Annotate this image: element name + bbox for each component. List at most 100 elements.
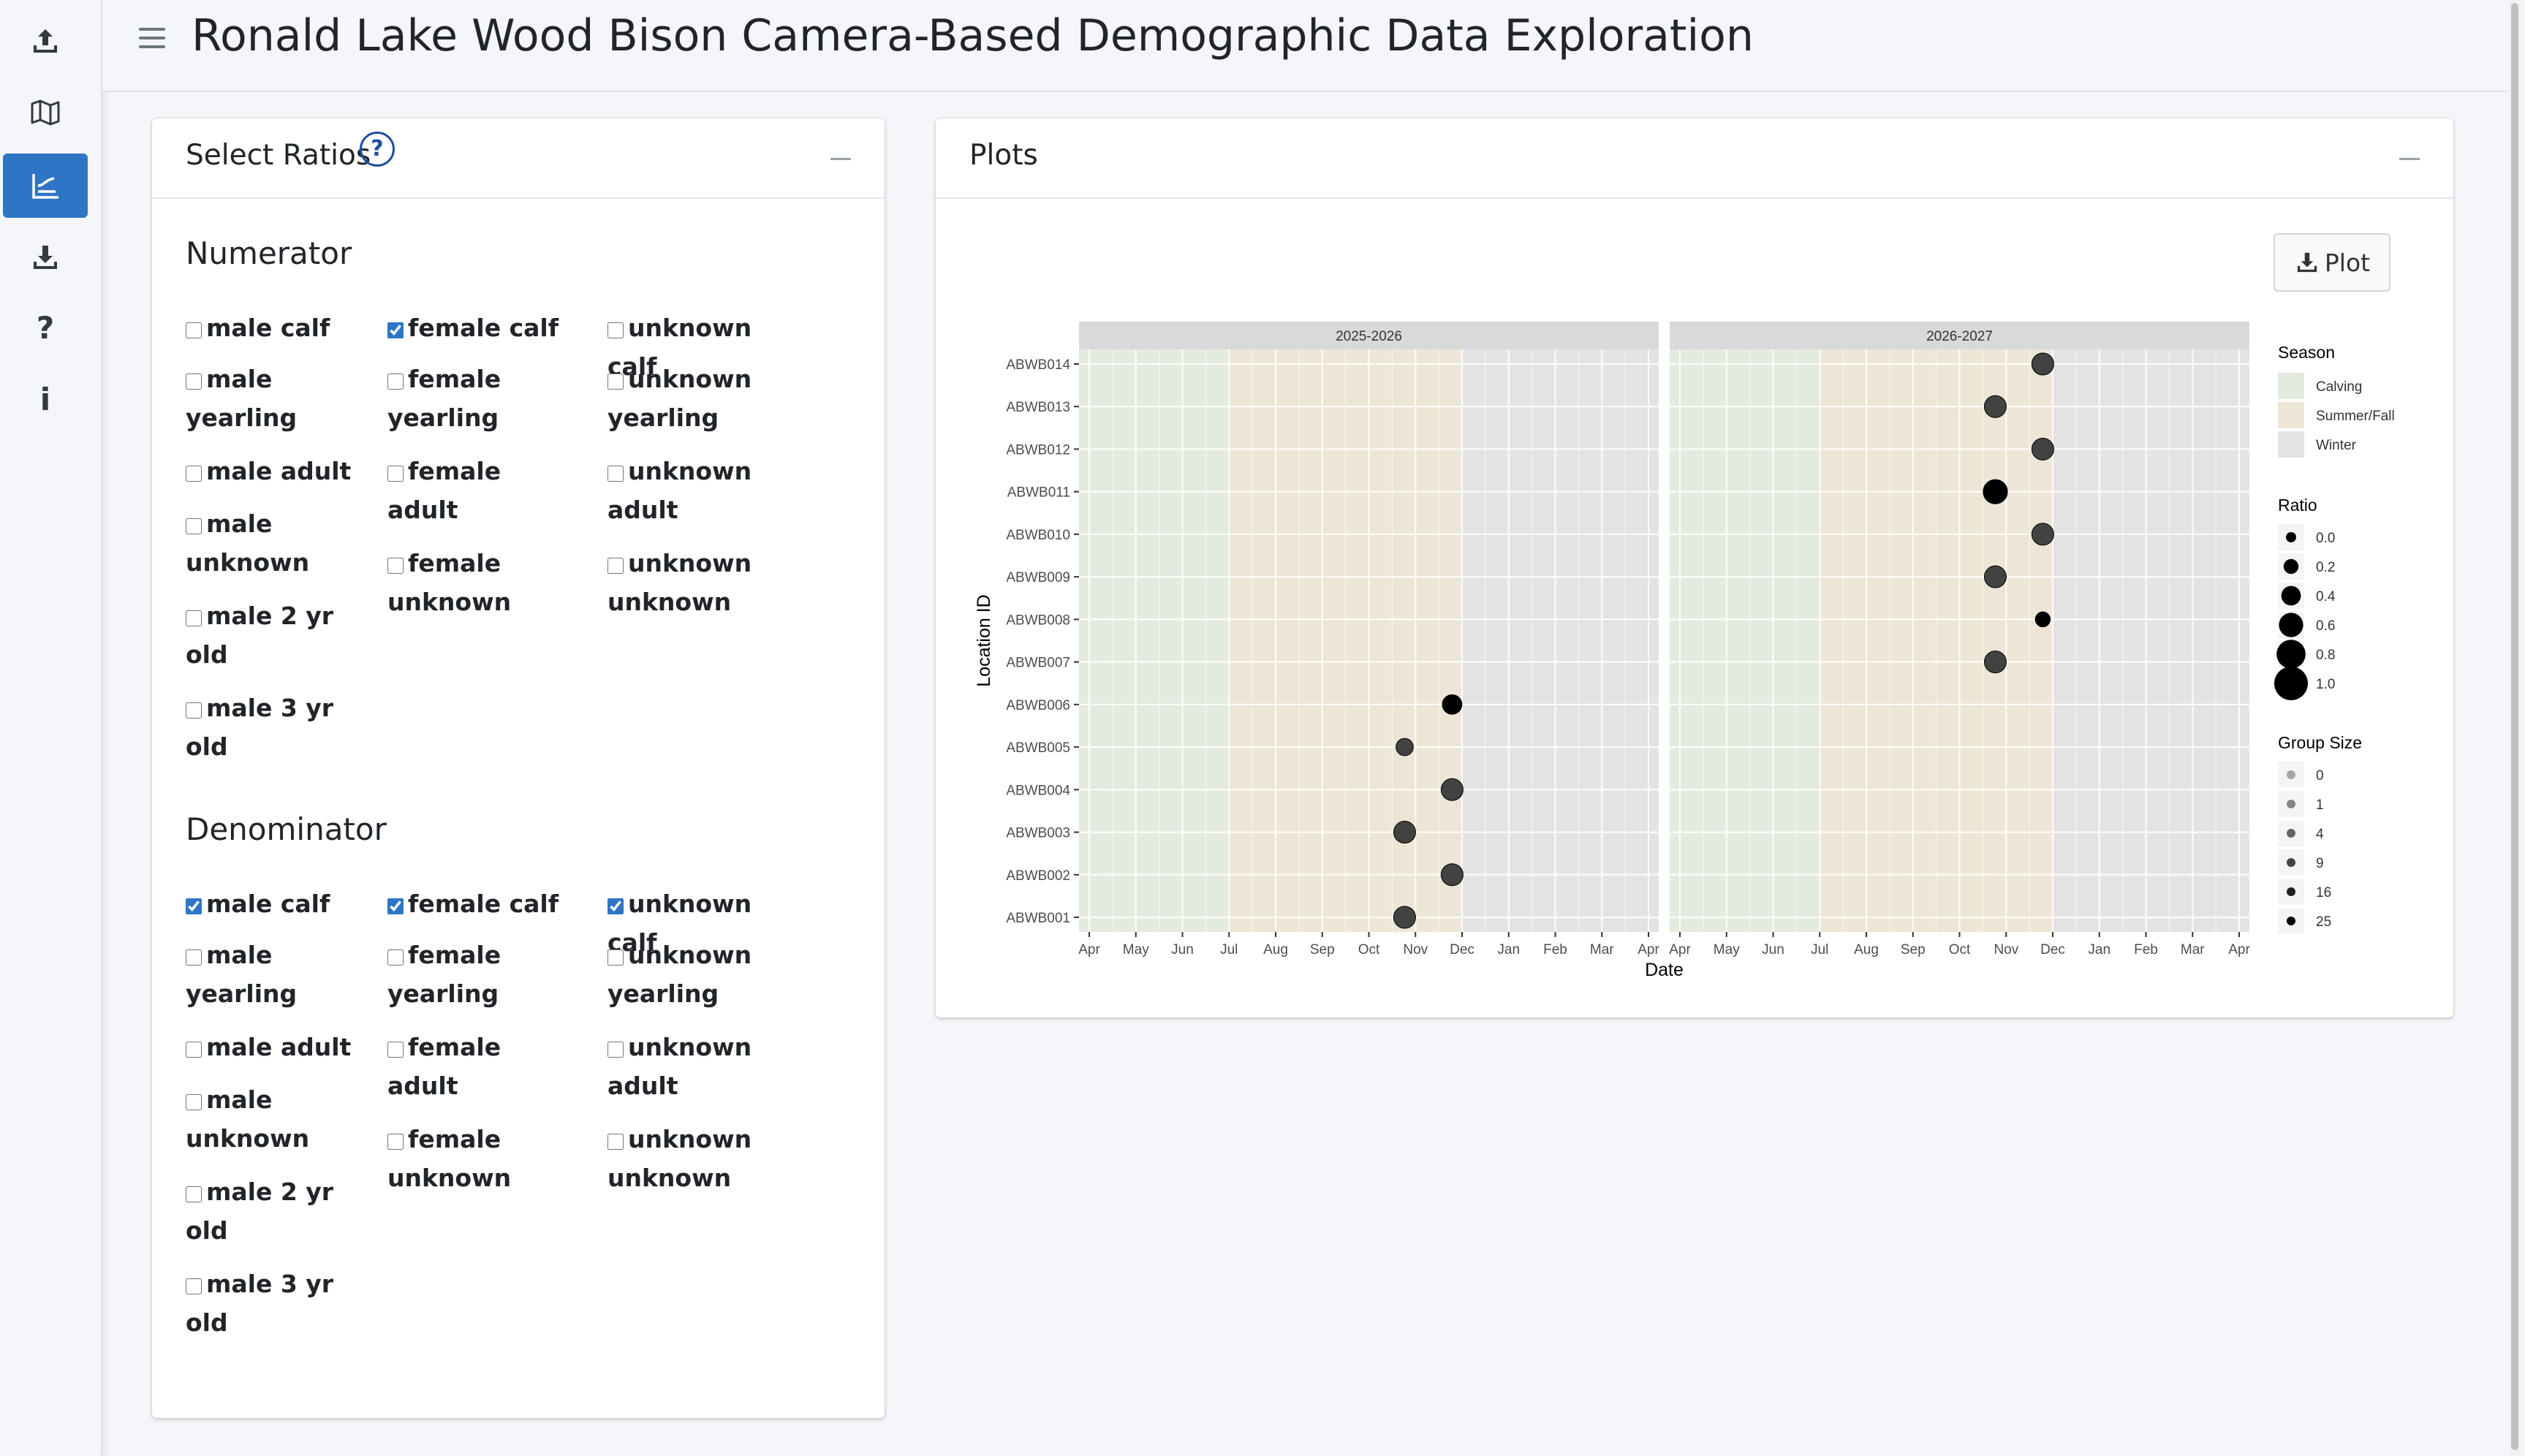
numerator-checkbox[interactable] (186, 702, 202, 718)
denominator-checkbox[interactable] (607, 949, 624, 966)
denominator-checkbox[interactable] (607, 1134, 624, 1150)
numerator-option[interactable]: male adult (186, 452, 368, 490)
denominator-checkbox[interactable] (387, 1042, 404, 1058)
numerator-option[interactable]: unknown calf (607, 308, 790, 386)
nav-info[interactable]: i (3, 367, 88, 431)
numerator-checkbox[interactable] (186, 610, 202, 626)
x-tick-label: Aug (1854, 942, 1879, 958)
x-tick-label: Jul (1220, 942, 1238, 958)
numerator-option[interactable]: male 3 yr old (186, 689, 368, 766)
demographic-ratio-chart: 2025-2026 Apr May Jun Jul Aug Sep Oct Nov Dec Jan F… (974, 322, 2395, 980)
denominator-checkbox[interactable] (387, 898, 404, 914)
numerator-checkbox[interactable] (607, 466, 624, 482)
denominator-checkbox[interactable] (186, 898, 202, 914)
legend-season-label: Winter (2316, 438, 2357, 453)
denominator-option[interactable]: female adult (387, 1028, 570, 1105)
numerator-checkbox[interactable] (387, 466, 404, 482)
nav-map[interactable] (3, 80, 88, 145)
denominator-checkbox[interactable] (186, 949, 202, 966)
nav-plots[interactable] (3, 153, 88, 218)
denominator-checkbox[interactable] (186, 1042, 202, 1058)
x-tick-label: Mar (1590, 942, 1614, 958)
download-plot-button[interactable]: Plot (2274, 233, 2390, 292)
legend-group-size-dot (2287, 887, 2295, 896)
denominator-checkbox[interactable] (186, 1094, 202, 1110)
denominator-option[interactable]: female yearling (387, 936, 570, 1013)
denominator-checkbox[interactable] (387, 1134, 404, 1150)
y-tick-label: ABWB005 (1006, 740, 1070, 756)
hamburger-menu-icon[interactable] (139, 28, 165, 50)
numerator-checkbox[interactable] (186, 322, 202, 338)
question-circle-icon[interactable]: ? (360, 132, 395, 167)
denominator-option[interactable]: male 3 yr old (186, 1264, 368, 1342)
nav-help[interactable]: ? (3, 295, 88, 360)
numerator-checkbox[interactable] (607, 558, 624, 574)
numerator-checkbox[interactable] (186, 374, 202, 390)
download-icon (2297, 252, 2317, 273)
denominator-option[interactable]: male adult (186, 1028, 368, 1066)
numerator-option[interactable]: unknown unknown (607, 544, 790, 621)
facet-label: 2025-2026 (1336, 329, 1402, 344)
legend-group-size-label: 0 (2316, 768, 2324, 784)
numerator-option-label: male yearling (186, 365, 298, 432)
denominator-option[interactable]: male 2 yr old (186, 1172, 368, 1250)
numerator-checkbox[interactable] (186, 518, 202, 534)
numerator-option[interactable]: female calf (387, 308, 570, 347)
denominator-checkbox[interactable] (186, 1186, 202, 1202)
denominator-option-label: female calf (408, 890, 559, 918)
numerator-checkbox[interactable] (387, 374, 404, 390)
legend-group-size-dot (2287, 770, 2295, 779)
page-scrollbar[interactable] (2509, 0, 2521, 1456)
numerator-option-label: unknown adult (607, 457, 752, 524)
numerator-option[interactable]: female adult (387, 452, 570, 529)
x-tick-label: Mar (2181, 942, 2205, 958)
numerator-option-label: female adult (387, 457, 501, 524)
legend-season-label: Calving (2316, 379, 2362, 395)
denominator-option-label: female yearling (387, 941, 501, 1008)
numerator-option-label: male 2 yr old (186, 602, 334, 669)
numerator-option[interactable]: female unknown (387, 544, 570, 621)
x-tick-label: Sep (1310, 942, 1335, 958)
numerator-option-label: unknown yearling (607, 365, 752, 432)
denominator-option[interactable]: male calf (186, 884, 368, 923)
nav-download[interactable] (3, 225, 88, 289)
data-point (1983, 479, 2008, 504)
numerator-option[interactable]: male yearling (186, 360, 368, 437)
numerator-checkbox[interactable] (387, 558, 404, 574)
denominator-option[interactable]: unknown unknown (607, 1120, 790, 1197)
numerator-checkbox[interactable] (186, 466, 202, 482)
denominator-option[interactable]: female calf (387, 884, 570, 923)
numerator-option[interactable]: male calf (186, 308, 368, 347)
x-tick-label: Feb (1543, 942, 1567, 958)
numerator-option[interactable]: male unknown (186, 504, 368, 582)
collapse-ratios-button[interactable] (830, 158, 851, 160)
legend-season-swatch (2278, 431, 2304, 458)
select-ratios-title: Select Ratios (186, 139, 371, 172)
numerator-checkbox[interactable] (387, 322, 404, 338)
numerator-option[interactable]: male 2 yr old (186, 596, 368, 674)
collapse-plots-button[interactable] (2399, 158, 2420, 160)
numerator-option[interactable]: female yearling (387, 360, 570, 437)
denominator-option[interactable]: unknown adult (607, 1028, 790, 1105)
legend-group-size-title: Group Size (2278, 733, 2362, 752)
y-axis-title: Location ID (974, 594, 994, 686)
numerator-checkbox[interactable] (607, 374, 624, 390)
denominator-option[interactable]: male unknown (186, 1080, 368, 1158)
numerator-option[interactable]: unknown adult (607, 452, 790, 529)
legend-ratio-dot (2281, 585, 2301, 606)
x-tick-label: Jun (1171, 942, 1194, 958)
denominator-option[interactable]: male yearling (186, 936, 368, 1013)
numerator-title: Numerator (186, 235, 352, 271)
denominator-option[interactable]: unknown yearling (607, 936, 790, 1013)
x-tick-label: Jun (1762, 942, 1784, 958)
denominator-checkbox[interactable] (607, 898, 624, 914)
denominator-checkbox[interactable] (186, 1278, 202, 1294)
y-tick-label: ABWB007 (1006, 656, 1070, 671)
denominator-checkbox[interactable] (607, 1042, 624, 1058)
nav-upload[interactable] (3, 9, 88, 73)
denominator-option[interactable]: female unknown (387, 1120, 570, 1197)
denominator-checkbox[interactable] (387, 949, 404, 966)
numerator-option[interactable]: unknown yearling (607, 360, 790, 437)
numerator-checkbox[interactable] (607, 322, 624, 338)
facet-strip (1079, 322, 1659, 349)
